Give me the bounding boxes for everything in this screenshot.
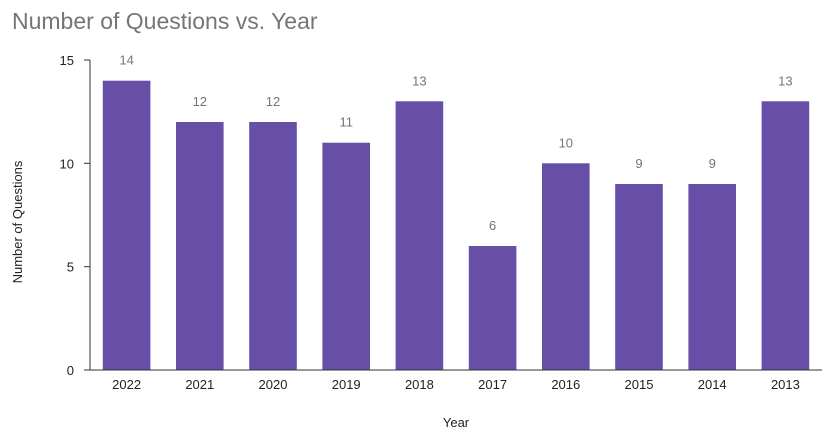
x-tick-label-2019: 2019 [332, 377, 361, 392]
data-label-2013: 13 [778, 73, 792, 88]
data-label-2022: 14 [119, 53, 133, 68]
y-axis-title: Number of Questions [10, 160, 25, 283]
data-label-2015: 9 [635, 156, 642, 171]
bar-2016 [542, 163, 590, 370]
data-labels-layer: 14 12 12 11 13 6 10 9 9 13 [119, 53, 792, 233]
x-tick-label-2017: 2017 [478, 377, 507, 392]
bar-2021 [176, 122, 224, 370]
data-label-2018: 13 [412, 73, 426, 88]
bar-2019 [322, 142, 370, 370]
x-tick-label-2021: 2021 [185, 377, 214, 392]
x-tick-label-2014: 2014 [698, 377, 727, 392]
y-tick-label-5: 5 [67, 260, 74, 275]
data-label-2017: 6 [489, 218, 496, 233]
bar-2014 [688, 184, 736, 370]
data-label-2020: 12 [266, 94, 280, 109]
x-tick-label-2016: 2016 [551, 377, 580, 392]
bar-2015 [615, 184, 663, 370]
x-tick-label-2015: 2015 [625, 377, 654, 392]
y-tick-label-15: 15 [60, 53, 74, 68]
chart-title: Number of Questions vs. Year [12, 8, 318, 34]
data-label-2014: 9 [709, 156, 716, 171]
x-tick-label-2022: 2022 [112, 377, 141, 392]
bar-2020 [249, 122, 297, 370]
data-label-2021: 12 [193, 94, 207, 109]
bar-2013 [761, 101, 810, 371]
bar-2022 [102, 80, 151, 370]
bar-2017 [468, 246, 517, 370]
x-axis-title: Year [443, 415, 470, 430]
data-label-2019: 11 [339, 115, 353, 130]
x-tick-label-2013: 2013 [771, 377, 800, 392]
y-tick-label-10: 10 [60, 156, 74, 171]
bars-layer [102, 80, 810, 371]
y-tick-label-0: 0 [67, 363, 74, 378]
bar-2018 [395, 101, 444, 371]
axes-layer: 2022 2021 2020 2019 2018 2017 2016 2015 2014 2013… [60, 53, 822, 392]
x-tick-label-2018: 2018 [405, 377, 434, 392]
x-tick-label-2020: 2020 [259, 377, 288, 392]
data-label-2016: 10 [559, 135, 573, 150]
